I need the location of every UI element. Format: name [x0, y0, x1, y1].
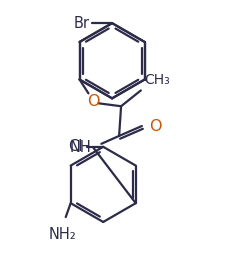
Text: NH₂: NH₂ — [49, 227, 77, 242]
Text: CH₃: CH₃ — [144, 74, 170, 87]
Text: O: O — [149, 118, 161, 134]
Text: O: O — [87, 94, 100, 109]
Text: Br: Br — [73, 16, 89, 31]
Text: Cl: Cl — [68, 139, 83, 154]
Text: NH: NH — [70, 140, 91, 155]
